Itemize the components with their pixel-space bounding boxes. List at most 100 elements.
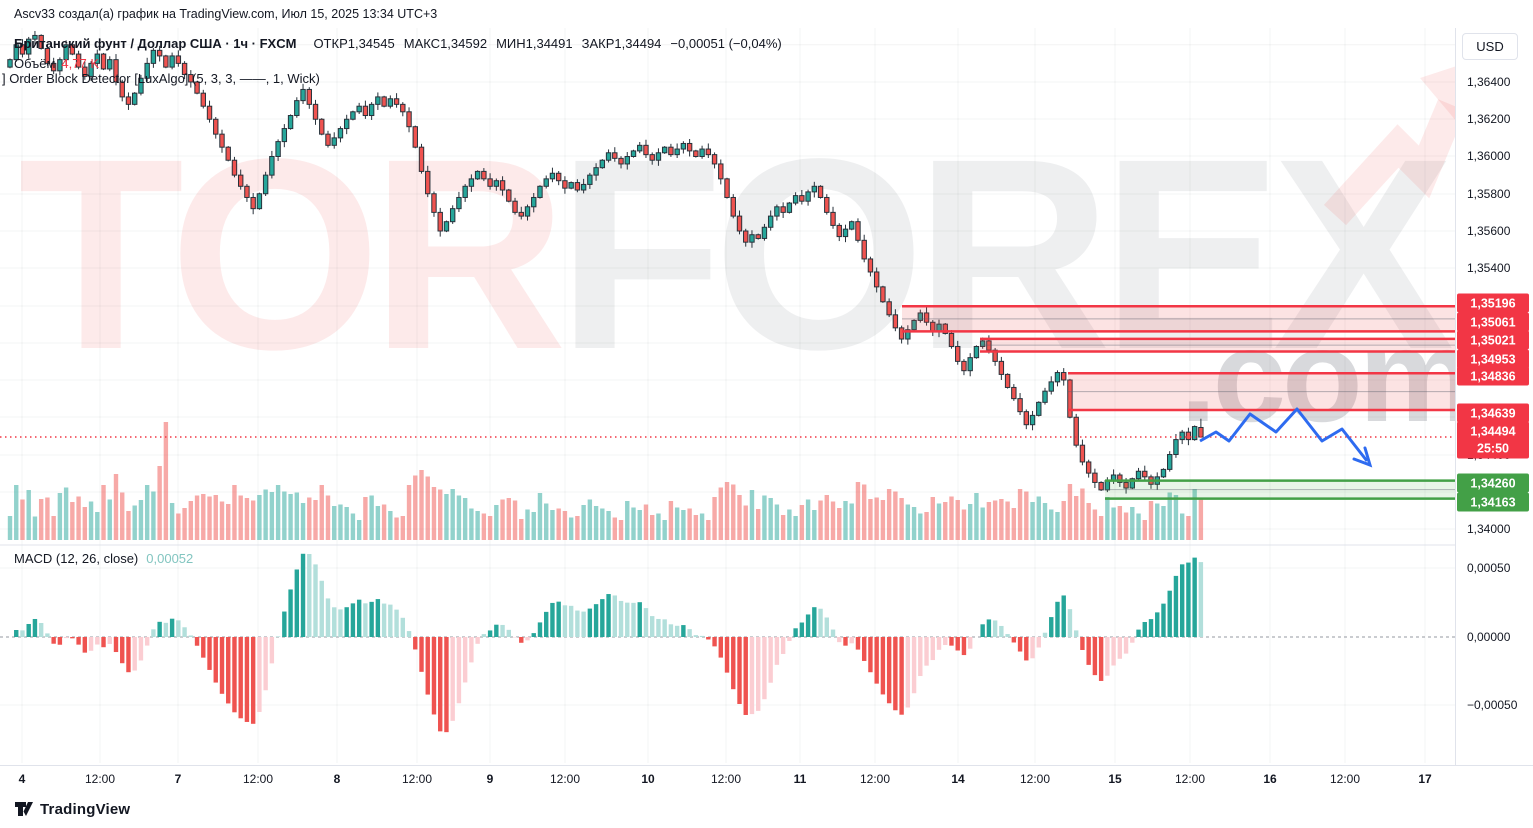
- volume-bar: [400, 516, 406, 540]
- macd-histogram-bar: [824, 617, 829, 637]
- volume-bar: [1017, 489, 1023, 540]
- candle-body: [1079, 444, 1086, 463]
- volume-bar: [1005, 501, 1010, 540]
- macd-histogram-bar: [980, 624, 985, 637]
- macd-histogram-bar: [219, 637, 225, 694]
- candle-body: [468, 178, 475, 187]
- candle-body: [1042, 390, 1048, 403]
- volume-bar: [606, 511, 611, 540]
- macd-histogram-bar: [444, 637, 449, 733]
- candle-body: [368, 103, 375, 117]
- volume-bar: [868, 499, 873, 540]
- macd-histogram-bar: [356, 599, 362, 637]
- candle-body: [549, 172, 556, 180]
- macd-histogram-bar: [1086, 637, 1091, 665]
- macd-histogram-bar: [1173, 575, 1179, 637]
- volume-bar: [550, 510, 555, 540]
- candle-body: [998, 360, 1005, 375]
- candle-body: [343, 118, 350, 130]
- projection-arrowhead-icon[interactable]: [1352, 446, 1373, 468]
- macd-histogram-bar: [381, 603, 387, 637]
- macd-histogram-bar: [568, 605, 574, 637]
- macd-histogram-bar: [643, 608, 649, 637]
- watermark-arrow-icon: [1323, 99, 1466, 226]
- macd-histogram-bar: [400, 617, 406, 637]
- candle-body: [786, 202, 793, 213]
- candle-body: [612, 152, 618, 159]
- time-axis[interactable]: 4 12:00 7 12:00 8 12:00 9 12:00 10 12:00 11 12:00 14…: [0, 765, 1533, 793]
- macd-histogram-bar: [650, 616, 655, 637]
- candle-body: [849, 221, 855, 230]
- volume-bar: [338, 504, 343, 540]
- macd-histogram-bar: [157, 621, 162, 637]
- candle-body: [624, 156, 630, 165]
- macd-histogram-bar: [350, 603, 356, 637]
- macd-histogram-bar: [1167, 590, 1172, 637]
- ohlc-values: ОТКР1,34545 МАКС1,34592 МИН1,34491 ЗАКР1,34…: [304, 36, 661, 51]
- candle-body: [107, 59, 113, 70]
- candle-body: [1054, 372, 1061, 383]
- macd-histogram-bar: [413, 637, 418, 650]
- macd-histogram-bar: [325, 598, 331, 637]
- tradingview-logo[interactable]: TradingView: [14, 800, 130, 818]
- candle-body: [175, 55, 182, 64]
- indicator-legend-row[interactable]: ] Order Block Detector [LuxAlgo] (5, 3, …: [2, 71, 320, 86]
- candle-body: [892, 314, 899, 329]
- volume-bar: [893, 491, 898, 540]
- macd-title: MACD (12, 26, close): [14, 551, 139, 566]
- macd-histogram-bar: [992, 620, 998, 637]
- volume-bar: [226, 504, 231, 540]
- projection-arrow-drawing[interactable]: [1199, 407, 1369, 462]
- time-axis-label: 12:00: [549, 772, 581, 786]
- currency-toggle-button[interactable]: USD: [1462, 33, 1518, 60]
- candle-body: [780, 206, 786, 213]
- candle-body: [518, 211, 524, 217]
- candle-body: [973, 345, 980, 359]
- macd-histogram-bar: [537, 622, 543, 637]
- macd-histogram-bar: [319, 580, 324, 637]
- candle-body: [7, 59, 13, 68]
- candle-body: [237, 174, 244, 187]
- candle-body: [100, 53, 107, 70]
- volume-bar: [544, 503, 549, 540]
- volume-bar: [113, 474, 119, 540]
- candle-body: [724, 178, 730, 198]
- volume-bar: [70, 502, 75, 540]
- macd-histogram-bar: [394, 609, 399, 637]
- volume-bar: [14, 485, 19, 540]
- macd-histogram-bar: [911, 637, 917, 694]
- symbol-legend-row[interactable]: Британский фунт / Доллар США · 1ч · FXCM…: [14, 36, 782, 51]
- volume-bar: [1086, 503, 1091, 540]
- candle-body: [923, 312, 930, 323]
- volume-bar: [431, 487, 437, 540]
- macd-histogram-bar: [1130, 637, 1135, 643]
- candle-body: [319, 118, 325, 135]
- ohlc-label: ОТКР: [313, 36, 348, 51]
- candle-body: [506, 189, 512, 202]
- macd-histogram-bar: [967, 637, 973, 649]
- volume-bar: [1080, 488, 1085, 540]
- candle-body: [144, 62, 150, 79]
- macd-histogram-bar: [787, 637, 792, 642]
- volume-bar: [855, 482, 861, 540]
- volume-bar: [1186, 516, 1191, 540]
- volume-bar: [394, 517, 399, 540]
- candle-body: [437, 211, 443, 232]
- macd-histogram-bar: [244, 637, 250, 722]
- volume-value: 4,77 K: [61, 56, 100, 71]
- volume-legend-row[interactable]: Объём 4,77 K: [14, 56, 99, 71]
- time-axis-label: 14: [951, 772, 965, 786]
- volume-bar: [612, 517, 617, 540]
- price-axis[interactable]: USD 1,36400 1,36200 1,36000 1,35800 1,35600 1…: [1455, 28, 1533, 765]
- candle-body: [574, 182, 581, 191]
- candle-body: [82, 66, 88, 77]
- order-block-zone: [1105, 480, 1455, 499]
- volume-bar: [1136, 513, 1141, 540]
- candle-body: [181, 62, 188, 76]
- volume-bar: [381, 504, 387, 540]
- macd-legend-row[interactable]: MACD (12, 26, close) 0,00052: [14, 551, 193, 566]
- candle-body: [325, 133, 331, 146]
- candle-body: [425, 170, 431, 195]
- macd-histogram-bar: [250, 637, 256, 724]
